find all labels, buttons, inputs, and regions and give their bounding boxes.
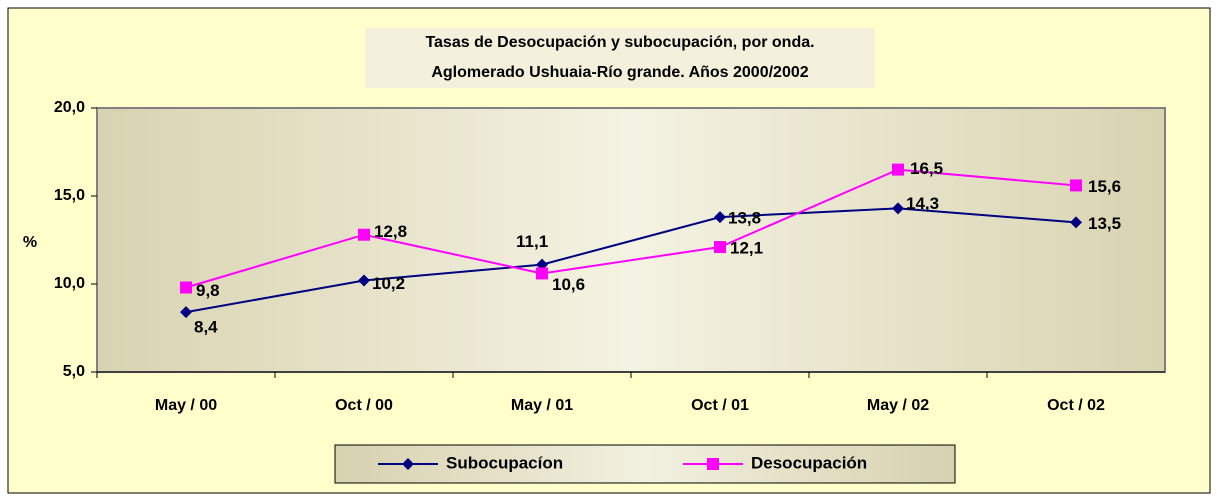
y-axis-label: % (23, 234, 37, 251)
title-background (365, 28, 875, 88)
marker (180, 306, 192, 319)
x-tick-label: Oct / 01 (691, 397, 749, 414)
chart-subtitle: Aglomerado Ushuaia-Río grande. Años 2000… (431, 64, 808, 81)
marker (536, 267, 548, 280)
data-label: 12,1 (730, 239, 763, 258)
marker (892, 202, 904, 215)
data-label: 9,8 (196, 281, 220, 300)
marker (358, 274, 370, 287)
series-line (185, 207, 1077, 314)
series-line (185, 168, 1077, 289)
legend (334, 444, 956, 484)
data-label: 12,8 (374, 222, 407, 241)
data-label: 8,4 (194, 318, 218, 337)
x-tick-label: Oct / 02 (1047, 397, 1105, 414)
marker (714, 211, 726, 224)
y-tick-label: 5,0 (63, 363, 85, 380)
data-label: 10,6 (552, 275, 585, 294)
y-tick-label: 15,0 (54, 187, 85, 204)
marker (714, 241, 726, 254)
data-label: 13,8 (728, 209, 761, 228)
x-tick-label: May / 01 (511, 397, 573, 414)
data-label: 16,5 (910, 159, 943, 178)
marker (1070, 216, 1082, 229)
marker (707, 458, 719, 470)
marker (358, 228, 370, 241)
y-tick-label: 10,0 (54, 275, 85, 292)
data-label: 15,6 (1088, 177, 1121, 196)
data-label: 13,5 (1088, 214, 1121, 233)
data-label: 11,1 (516, 232, 548, 251)
chart-title: Tasas de Desocupación y subocupación, po… (425, 34, 814, 51)
legend-label: Desocupación (751, 453, 867, 472)
legend-label: Subocupacíon (446, 453, 563, 472)
data-label: 14,3 (906, 194, 939, 213)
x-tick-label: May / 02 (867, 397, 929, 414)
x-tick-label: May / 00 (155, 397, 217, 414)
marker (892, 163, 904, 176)
x-tick-label: Oct / 00 (335, 397, 393, 414)
marker (402, 458, 414, 470)
y-tick-label: 20,0 (54, 99, 85, 116)
data-label: 10,2 (372, 274, 405, 293)
marker (180, 281, 192, 294)
marker (1070, 179, 1082, 192)
